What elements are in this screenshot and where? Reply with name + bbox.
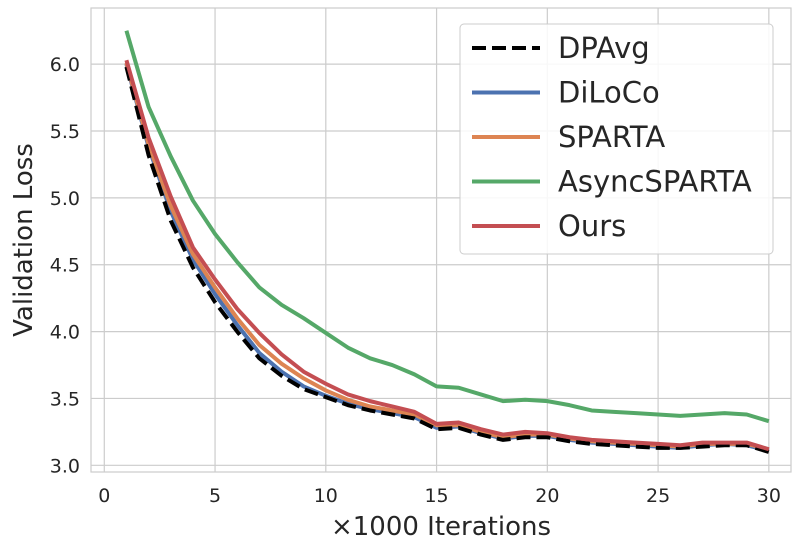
x-axis-label: ×1000 Iterations (331, 512, 551, 542)
y-axis-label: Validation Loss (9, 143, 39, 337)
y-tick-label: 6.0 (50, 54, 80, 76)
x-axis-ticks: 0 5 10 15 20 25 30 (98, 485, 781, 507)
legend-label-dpavg: DPAvg (558, 31, 650, 65)
series-line-asyncsparta (124, 30, 770, 424)
y-tick-label: 3.5 (50, 388, 80, 410)
y-tick-label: 5.5 (50, 121, 80, 143)
x-tick-label: 0 (98, 485, 110, 507)
y-tick-label: 3.0 (50, 455, 80, 477)
x-tick-label: 15 (424, 485, 448, 507)
series-line-dpavg (124, 66, 770, 454)
legend-label-asyncsparta: AsyncSPARTA (558, 165, 752, 199)
y-axis-ticks: 3.0 3.5 4.0 4.5 5.0 5.5 6.0 (50, 54, 80, 477)
series-lines (124, 30, 770, 454)
legend-label-diloco: DiLoCo (558, 76, 660, 110)
x-tick-label: 20 (535, 485, 559, 507)
series-line-ours (124, 59, 770, 452)
x-tick-label: 10 (314, 485, 338, 507)
y-tick-label: 4.5 (50, 255, 80, 277)
legend: DPAvg DiLoCo SPARTA AsyncSPARTA Ours (459, 23, 774, 255)
legend-label-sparta: SPARTA (558, 120, 665, 154)
x-tick-label: 5 (209, 485, 221, 507)
legend-box (459, 23, 774, 255)
legend-label-ours: Ours (558, 209, 626, 243)
y-tick-label: 5.0 (50, 188, 80, 210)
y-tick-label: 4.0 (50, 322, 80, 344)
x-tick-label: 30 (757, 485, 781, 507)
x-tick-label: 25 (646, 485, 670, 507)
